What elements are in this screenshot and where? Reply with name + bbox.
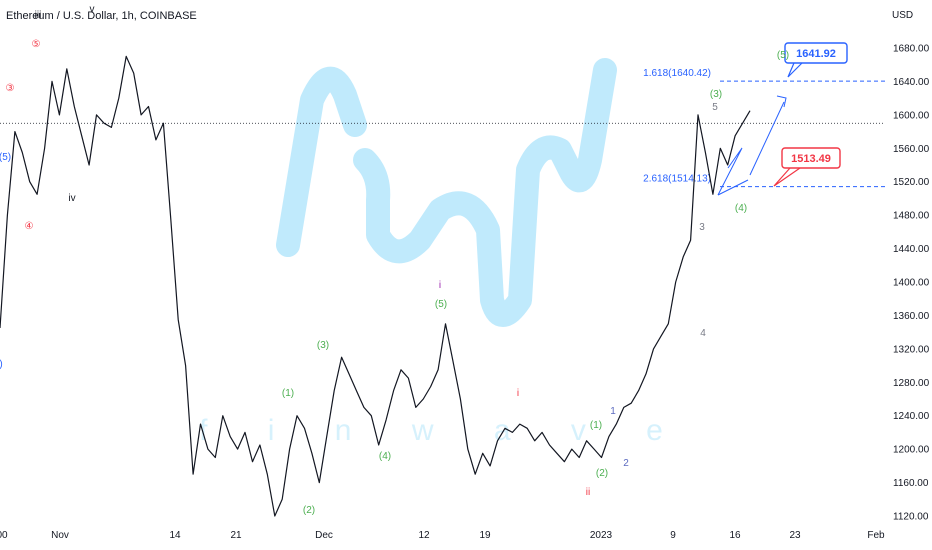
callout-tail: [773, 167, 801, 187]
wave-label: (1): [282, 388, 294, 399]
wave-label: (5): [777, 50, 789, 61]
x-tick-label: 16: [729, 530, 741, 541]
wave-label: 1: [610, 406, 616, 417]
x-tick-label: Feb: [867, 530, 885, 541]
x-tick-label: 19: [479, 530, 491, 541]
wave-label: ④: [25, 221, 34, 232]
y-tick-label: 1440.00: [893, 244, 930, 255]
wave-label: iv: [68, 193, 75, 204]
wave-label: (3): [710, 89, 722, 100]
wave-annotations: 1641.921513.49⑤③④(5))iiiviv(1)(2)(3)(4)(…: [0, 4, 848, 516]
price-callout-box: [781, 147, 841, 169]
fib-levels: 1.618(1640.42) 2.618(1514.13): [0, 68, 885, 188]
x-tick-label: 23: [789, 530, 801, 541]
wave-label: (1): [590, 420, 602, 431]
y-axis[interactable]: 1120.00 1160.00 1200.00 1240.00 1280.00 1320.…: [893, 44, 930, 523]
y-tick-label: 1280.00: [893, 378, 930, 389]
x-axis[interactable]: 00 Nov 14 21 Dec 12 19 2023 9 16 23 Feb: [0, 530, 885, 541]
wave-label: i: [439, 280, 441, 291]
y-tick-label: 1480.00: [893, 211, 930, 222]
wave-label: 4: [700, 328, 706, 339]
y-tick-label: 1360.00: [893, 311, 930, 322]
price-callout-box: [784, 42, 848, 64]
fib-label: 2.618(1514.13): [643, 174, 711, 185]
wave-label: ii: [586, 487, 590, 498]
watermark-logo: [276, 58, 617, 327]
y-tick-label: 1160.00: [893, 478, 929, 489]
chart-title: Ethereum / U.S. Dollar, 1h, COINBASE: [6, 10, 197, 22]
y-tick-label: 1120.00: [893, 512, 929, 523]
y-tick-label: 1200.00: [893, 445, 930, 456]
wave-label: i: [517, 388, 519, 399]
y-tick-label: 1600.00: [893, 110, 930, 121]
price-callout-label: 1641.92: [796, 48, 836, 60]
wave-label: 2: [623, 458, 629, 469]
price-callout-label: 1513.49: [791, 153, 831, 165]
triangle-pattern: [717, 147, 743, 196]
price-series: [0, 55, 751, 517]
currency-label: USD: [892, 10, 914, 21]
y-tick-label: 1680.00: [893, 44, 930, 55]
y-tick-label: 1640.00: [893, 77, 930, 88]
wave-label: (5): [0, 152, 11, 163]
x-tick-label: 00: [0, 530, 8, 541]
wave-label: (4): [379, 451, 391, 462]
wave-label: (3): [317, 340, 329, 351]
fib-label: 1.618(1640.42): [643, 68, 711, 79]
wave-label: ③: [6, 83, 15, 94]
x-tick-label: 21: [230, 530, 242, 541]
wave-label: ⑤: [32, 39, 41, 50]
wave-label: (5): [435, 299, 447, 310]
wave-label: (2): [596, 468, 608, 479]
wave-label: (4): [735, 203, 747, 214]
x-tick-label: 2023: [590, 530, 613, 541]
y-tick-label: 1240.00: [893, 411, 930, 422]
x-tick-label: Dec: [315, 530, 333, 541]
price-line: [0, 55, 751, 517]
x-tick-label: Nov: [51, 530, 69, 541]
x-tick-label: 12: [418, 530, 430, 541]
wave-label: 5: [712, 102, 718, 113]
wave-label: 3: [699, 222, 705, 233]
wave-label: (2): [303, 505, 315, 516]
wave-label: iii: [35, 10, 42, 21]
y-tick-label: 1560.00: [893, 144, 930, 155]
callout-tail: [787, 62, 803, 78]
projection-arrow-up: [749, 101, 785, 176]
projection-arrowhead: [776, 95, 787, 108]
y-tick-label: 1320.00: [893, 344, 930, 355]
y-tick-label: 1400.00: [893, 278, 930, 289]
y-tick-label: 1520.00: [893, 177, 930, 188]
triangle-pattern-base: [717, 179, 749, 196]
watermark: f i n w a v e: [199, 58, 689, 447]
watermark-text: f i n w a v e: [199, 414, 689, 447]
x-tick-label: 14: [169, 530, 181, 541]
wave-label: ): [0, 359, 3, 370]
x-tick-label: 9: [670, 530, 676, 541]
wave-label: v: [90, 4, 95, 15]
